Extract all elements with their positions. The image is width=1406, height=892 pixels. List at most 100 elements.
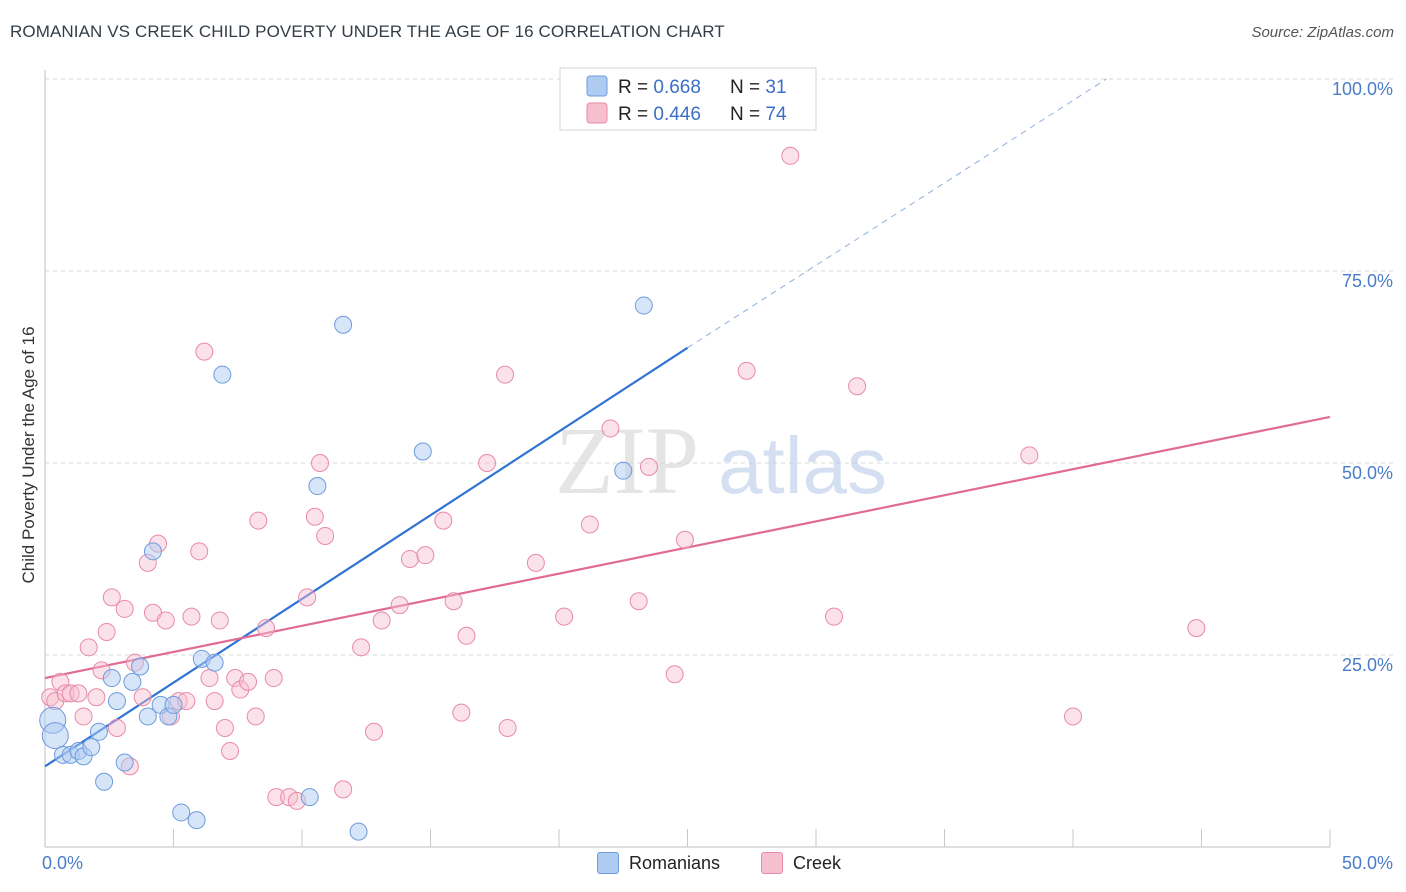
creek-point (215, 718, 234, 737)
creek-point (848, 377, 867, 396)
legend-n-label: N = (730, 104, 765, 125)
creek-point (56, 684, 75, 703)
creek-point (452, 703, 471, 722)
romanians-point (172, 803, 191, 822)
creek-point (239, 672, 258, 691)
romanians-point (41, 722, 69, 750)
creek-point (79, 638, 98, 657)
creek-point (249, 511, 268, 530)
romanians-point (138, 707, 157, 726)
creek-point (496, 365, 515, 384)
romanians-point (107, 692, 126, 711)
svg-text:N = 31: N = 31 (730, 77, 787, 98)
bottom-legend-romanians: Romanians (597, 852, 720, 874)
romanians-point (413, 442, 432, 461)
creek-point (182, 607, 201, 626)
swatch-creek (761, 852, 783, 874)
romanians-point (614, 461, 633, 480)
creek-point (61, 684, 80, 703)
creek-point (444, 592, 463, 611)
creek-point (51, 672, 70, 691)
creek-point (115, 599, 134, 618)
romanians-point (164, 695, 183, 714)
swatch-romanians (597, 852, 619, 874)
x-tick-label: 0.0% (42, 853, 83, 873)
creek-point (97, 622, 116, 641)
romanians-point (102, 669, 121, 688)
creek-point (555, 607, 574, 626)
creek-point (824, 607, 843, 626)
romanians-point (123, 672, 142, 691)
legend-r-value-creek: 0.446 (653, 104, 701, 125)
creek-point (457, 626, 476, 645)
svg-text:R = 0.446: R = 0.446 (618, 104, 701, 125)
creek-point (390, 596, 409, 615)
romanians-point (334, 315, 353, 334)
bottom-legend-creek-label: Creek (793, 852, 842, 873)
romanians-trend-line (44, 346, 689, 768)
creek-point (200, 669, 219, 688)
watermark-atlas: atlas (718, 421, 887, 510)
creek-point (107, 718, 126, 737)
creek-point (1064, 707, 1082, 726)
creek-point (316, 526, 335, 545)
creek-point (1187, 619, 1206, 638)
creek-point (231, 680, 250, 699)
bottom-legend-creek: Creek (761, 852, 841, 874)
creek-point (74, 707, 93, 726)
creek-points (41, 146, 1206, 810)
creek-point (629, 592, 648, 611)
creek-point (205, 692, 224, 711)
svg-text:N = 74: N = 74 (730, 104, 787, 125)
creek-point (639, 457, 658, 476)
creek-point (334, 780, 353, 799)
creek-point (601, 419, 620, 438)
creek-point (478, 454, 497, 472)
creek-point (257, 619, 276, 638)
creek-point (526, 553, 545, 572)
source-credit: Source: ZipAtlas.com (1251, 24, 1394, 41)
romanians-points (39, 296, 653, 841)
creek-point (221, 742, 240, 760)
romanians-point (95, 772, 114, 791)
creek-point (195, 342, 214, 361)
tick-labels: 25.0% 50.0% 75.0% 100.0% 0.0% 50.0% (42, 79, 1393, 873)
creek-point (781, 146, 800, 165)
romanians-point (300, 788, 319, 807)
creek-point (264, 669, 283, 688)
creek-point (305, 507, 324, 526)
grid-lines (45, 78, 1395, 656)
y-tick-label: 25.0% (1342, 655, 1393, 675)
romanians-point (89, 722, 108, 741)
legend-r-label: R = (618, 77, 653, 98)
creek-point (498, 718, 517, 737)
creek-point (87, 688, 106, 707)
creek-point (372, 611, 391, 630)
legend-box: R = 0.668 N = 31 R = 0.446 N = 74 (559, 67, 817, 131)
romanians-point (213, 365, 232, 384)
watermark-zip: ZIP (555, 407, 699, 514)
creek-point (246, 707, 265, 726)
x-tick-label: 50.0% (1342, 853, 1393, 873)
creek-point (352, 638, 371, 657)
legend-swatch-romanians (586, 75, 608, 97)
creek-point (133, 688, 152, 707)
legend-n-label: N = (730, 77, 765, 98)
legend-r-value-romanians: 0.668 (653, 77, 701, 98)
creek-point (267, 788, 286, 807)
creek-point (210, 611, 229, 630)
creek-point (434, 511, 453, 530)
creek-point (156, 611, 175, 630)
bottom-legend-romanians-label: Romanians (629, 852, 721, 873)
chart-title: ROMANIAN VS CREEK CHILD POVERTY UNDER TH… (10, 22, 725, 41)
romanians-point (82, 738, 101, 757)
romanians-point (349, 822, 368, 841)
romanians-point (131, 657, 150, 676)
romanians-point (187, 811, 206, 830)
creek-point (737, 361, 756, 380)
creek-point (102, 588, 121, 607)
romanians-point (308, 477, 327, 496)
y-tick-label: 50.0% (1342, 463, 1393, 483)
creek-point (364, 722, 383, 741)
